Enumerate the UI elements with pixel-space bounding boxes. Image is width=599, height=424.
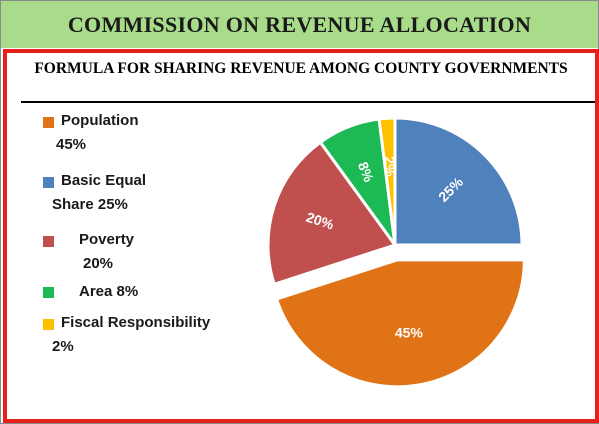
pie-label-area: 8% bbox=[355, 159, 378, 184]
legend-swatch-fiscal-responsibility bbox=[43, 319, 54, 330]
title-underline bbox=[21, 101, 595, 103]
legend-label-basic-equal-share-line2: Share 25% bbox=[52, 196, 128, 213]
banner-title: COMMISSION ON REVENUE ALLOCATION bbox=[67, 11, 532, 37]
pie-slice-basic-equal-share bbox=[393, 116, 524, 247]
legend-label-poverty-line2: 20% bbox=[83, 255, 114, 272]
legend-label-poverty-line1: Poverty bbox=[79, 231, 135, 248]
legend-swatch-population bbox=[43, 117, 54, 128]
pie-slice-fiscal-responsibility bbox=[377, 116, 397, 247]
pie-label-fiscal-responsibility: 2% bbox=[381, 156, 398, 178]
pie-label-population: 45% bbox=[395, 325, 424, 341]
legend-label-population-line1: Population bbox=[61, 112, 139, 129]
chart-panel: FORMULA FOR SHARING REVENUE AMONG COUNTY… bbox=[3, 49, 599, 423]
chart-title: FORMULA FOR SHARING REVENUE AMONG COUNTY… bbox=[34, 60, 568, 77]
legend-label-fiscal-responsibility-line1: Fiscal Responsibility bbox=[61, 314, 211, 331]
pie-chart: 25%45%20%8% 2% bbox=[266, 116, 526, 389]
pie-slice-poverty bbox=[266, 140, 397, 286]
legend-label-area: Area 8% bbox=[79, 283, 139, 300]
legend-label-fiscal-responsibility-line2: 2% bbox=[52, 338, 74, 355]
pie-slice-population bbox=[275, 258, 526, 389]
legend-swatch-basic-equal-share bbox=[43, 177, 54, 188]
banner: COMMISSION ON REVENUE ALLOCATION bbox=[1, 1, 598, 48]
legend-swatch-area bbox=[43, 287, 54, 298]
legend-swatch-poverty bbox=[43, 236, 54, 247]
legend-label-population-line2: 45% bbox=[56, 136, 87, 153]
legend-label-basic-equal-share-line1: Basic Equal bbox=[61, 172, 147, 189]
